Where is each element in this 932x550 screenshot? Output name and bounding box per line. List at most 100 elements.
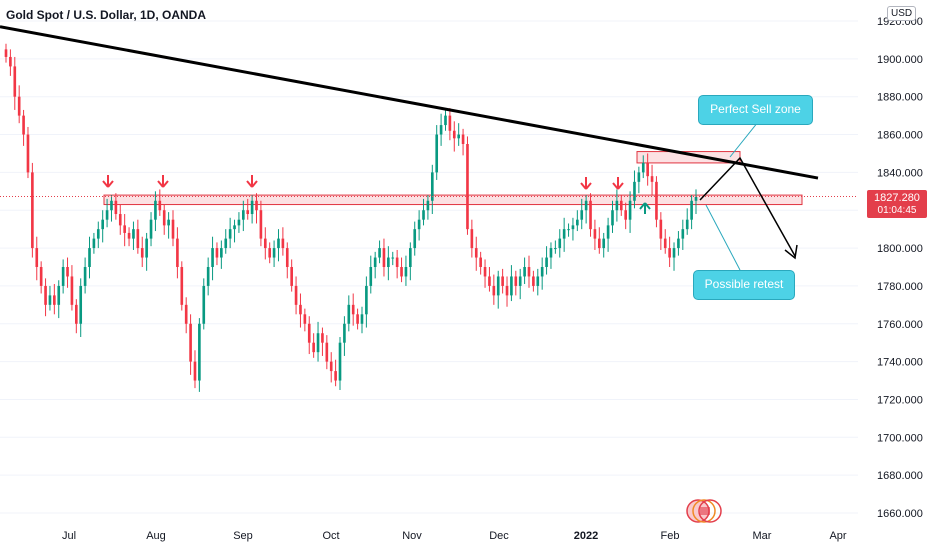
x-tick-label: Apr [829, 530, 846, 542]
candle-body [88, 248, 91, 267]
candle-body [347, 304, 351, 324]
candle-body [404, 267, 408, 277]
projection-arrowhead [784, 244, 798, 260]
candle-body [387, 257, 390, 267]
x-tick-label: Mar [753, 530, 772, 542]
candle-body [237, 219, 241, 226]
candle-body [681, 229, 685, 239]
y-tick-label: 1660.000 [877, 508, 923, 520]
candle-body [545, 257, 548, 267]
candle-body [602, 238, 606, 249]
candle-body [496, 276, 500, 296]
y-tick-label: 1900.000 [877, 54, 923, 66]
candle-body [650, 176, 654, 182]
candle-body [105, 210, 109, 220]
candle-body [457, 134, 460, 139]
candle-body [356, 314, 359, 324]
retest-callout[interactable]: Possible retest [693, 270, 795, 300]
x-tick-label: Sep [233, 530, 253, 542]
candle-body [75, 304, 78, 324]
candle-body [246, 210, 250, 215]
candle-body [272, 248, 276, 258]
y-axis: 1660.000 1680.000 1700.000 1720.000 1740.000… [877, 16, 923, 520]
candle-body [39, 267, 43, 286]
down-arrow-icon [157, 175, 169, 188]
y-tick-label: 1720.000 [877, 394, 923, 406]
candle-body [395, 257, 399, 267]
candle-body [17, 96, 21, 116]
candle-body [619, 200, 623, 211]
candle-body [382, 248, 386, 267]
candle-body [44, 285, 47, 305]
candle-body [628, 200, 632, 220]
candle-body [132, 229, 135, 239]
candle-body [162, 210, 166, 226]
candle-body [118, 214, 122, 226]
candle-body [299, 304, 302, 315]
candle-body [474, 248, 478, 258]
candle-body [576, 219, 579, 226]
candle-body [435, 134, 439, 173]
bar-countdown: 01:04:45 [877, 205, 917, 216]
down-arrow-icon [580, 177, 592, 190]
candle-body [140, 248, 144, 258]
candle-body [584, 200, 588, 211]
candle-body [211, 248, 214, 267]
candle-body [215, 248, 219, 258]
overlays [0, 25, 858, 271]
resistance-trendline [0, 25, 819, 180]
candle-body [373, 257, 377, 267]
candle-body [285, 248, 289, 267]
candle-body [268, 248, 272, 258]
sell-callout-pointer [729, 121, 759, 158]
candle-body [31, 172, 34, 249]
candle-body [510, 276, 513, 296]
candle-body [303, 314, 307, 324]
candle-body [417, 219, 421, 230]
candle-body [145, 238, 148, 258]
candle-body [492, 285, 496, 296]
candle-body [365, 285, 368, 315]
candle-body [615, 200, 619, 211]
down-arrow-icon [612, 177, 624, 190]
candle-body [677, 238, 680, 249]
candle-body [79, 285, 83, 324]
candle-body [329, 361, 333, 372]
candle-body [554, 248, 557, 250]
candle-body [242, 210, 245, 220]
candle-body [426, 200, 430, 211]
candle-body [334, 371, 337, 381]
current-price-value: 1827.280 [874, 192, 920, 204]
candle-body [659, 219, 663, 239]
candle-body [444, 115, 447, 126]
x-tick-label: Dec [489, 530, 509, 542]
candle-body [430, 172, 434, 201]
candle-body [633, 181, 636, 201]
x-tick-label: Jul [62, 530, 76, 542]
candle-body [281, 238, 285, 249]
tradingview-logo-icon [686, 499, 722, 523]
y-tick-label: 1740.000 [877, 357, 923, 369]
candle-body [646, 162, 649, 177]
candle-body [233, 225, 236, 230]
candle-body [483, 267, 487, 277]
x-tick-label: Aug [146, 530, 166, 542]
candle-body [167, 219, 170, 226]
candle-body [325, 342, 329, 362]
candle-body [83, 267, 87, 286]
sell-zone-callout[interactable]: Perfect Sell zone [698, 95, 813, 125]
projection-arrow [699, 156, 796, 257]
candle-body [70, 276, 74, 305]
candle-body [351, 304, 355, 315]
candle-body [479, 257, 482, 267]
candle-body [189, 323, 192, 362]
candle-body [413, 229, 417, 249]
candle-body [48, 295, 52, 305]
candle-body [378, 248, 381, 258]
candle-body [452, 130, 456, 139]
candle-body [228, 229, 232, 239]
currency-badge[interactable]: USD [887, 6, 917, 21]
candle-body [9, 56, 12, 67]
support-zone [103, 194, 803, 206]
